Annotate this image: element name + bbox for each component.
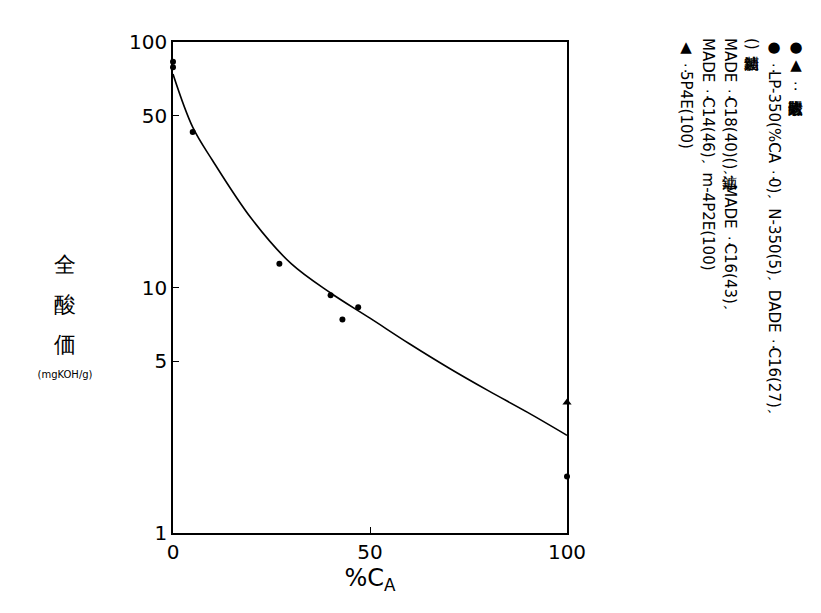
svg-text:0: 0 <box>167 540 180 564</box>
html-text:(精製鉱油): (精製鉱油) <box>743 38 761 50</box>
svg-text:100: 100 <box>548 540 586 564</box>
svg-text:1: 1 <box>155 521 168 545</box>
svg-text:50: 50 <box>142 104 167 128</box>
svg-text:%C​A​: %C​A​ <box>344 564 396 595</box>
html-text:価: 価 <box>54 332 76 357</box>
html-text:全: 全 <box>54 252 76 277</box>
html-text:(mgKOH/g): (mgKOH/g) <box>37 369 93 380</box>
svg-text:50: 50 <box>357 540 382 564</box>
html-text:▲：5P4E(100): ▲：5P4E(100) <box>677 38 695 149</box>
svg-text:5: 5 <box>155 349 168 373</box>
html-text:酸: 酸 <box>54 292 76 317</box>
html-text:●：LP-350(%CA：0)、N-350(5)、DADE：: ●：LP-350(%CA：0)、N-350(5)、DADE：C16(27)、 <box>765 38 783 423</box>
html-text:MADE：C18(40)(鉱油)、MADE：C16(43)、: MADE：C18(40)(鉱油)、MADE：C16(43)、 <box>721 38 739 319</box>
html-text:●▲：酸素吹込照射: ●▲：酸素吹込照射 <box>787 38 805 89</box>
svg-text:100: 100 <box>129 30 167 54</box>
html-text:MADE：C14(46)、m-4P2E(100): MADE：C14(46)、m-4P2E(100) <box>699 38 717 271</box>
svg-text:10: 10 <box>142 276 167 300</box>
